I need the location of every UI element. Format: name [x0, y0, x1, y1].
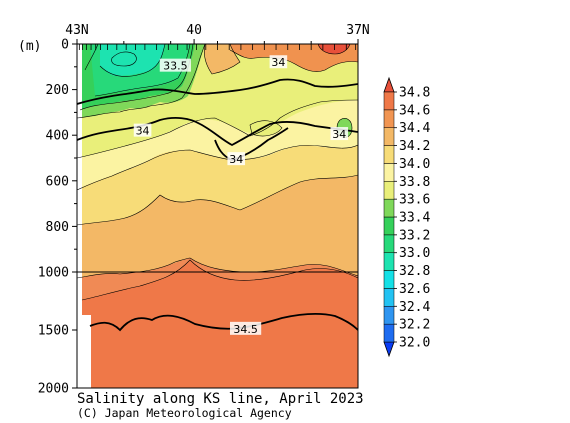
chart-title: Salinity along KS line, April 2023	[77, 391, 364, 407]
colorbar-swatch	[383, 288, 395, 307]
colorbar-swatch	[383, 216, 395, 236]
x-axis: 43N 40 37N	[65, 23, 370, 44]
colorbar-swatch	[383, 198, 395, 218]
x-tick-label: 43N	[65, 23, 88, 38]
colorbar-swatch	[383, 163, 395, 182]
colorbar-label: 34.6	[399, 103, 430, 118]
colorbar-swatch	[383, 181, 395, 200]
contour-label: 34.5	[233, 323, 258, 336]
colorbar-label: 34.0	[399, 157, 430, 172]
band-33-0	[100, 44, 165, 76]
colorbar-swatch	[383, 306, 395, 325]
colorbar-label: 32.2	[399, 318, 430, 333]
contour-label-bg	[269, 55, 288, 69]
y-tick-label: 1000	[38, 266, 69, 281]
contour-label: 34	[332, 128, 346, 141]
contour-label-bg	[227, 152, 246, 166]
contour-label: 34	[229, 153, 243, 166]
colorbar-label: 33.6	[399, 193, 430, 208]
contour-thin	[84, 44, 99, 71]
colorbar-swatch	[383, 145, 395, 164]
y-tick-label: 800	[46, 220, 69, 235]
colorbar-swatch	[383, 109, 395, 128]
contour-thin	[111, 51, 137, 67]
colorbar: 32.0 32.2 32.4 32.6 32.8 33.0 33.2 33.4 33.6 33.8…	[383, 76, 430, 358]
y-tick-label: 200	[46, 83, 69, 98]
colorbar-label: 33.8	[399, 175, 430, 190]
credit-text: (C) Japan Meteorological Agency	[77, 406, 292, 420]
band-deep-34-6	[82, 260, 358, 388]
contour-34-0	[77, 117, 358, 147]
y-tick-label: 1500	[38, 324, 69, 339]
colorbar-swatch	[383, 323, 395, 343]
contour-thin	[77, 257, 358, 279]
y-tick-label: 2000	[38, 382, 69, 397]
contour-thin	[229, 49, 358, 72]
colorbar-label: 32.0	[399, 336, 430, 351]
contour-label-bg	[159, 58, 191, 72]
band-33-8-lens	[250, 120, 282, 136]
colorbar-swatch	[383, 234, 395, 253]
colorbar-label: 32.8	[399, 264, 430, 279]
y-axis-unit-label: (m)	[18, 39, 41, 54]
band-34-4-surface	[204, 44, 240, 74]
y-tick-label: 600	[46, 174, 69, 189]
contour-thin	[203, 44, 241, 75]
colorbar-label: 33.4	[399, 211, 430, 226]
contour-labels: 33.5 34 34 34 34 34.5	[133, 55, 349, 336]
contour-thin	[81, 259, 358, 301]
contour-34-5	[89, 312, 358, 332]
band-34-8-surface	[318, 44, 350, 54]
colorbar-label: 32.6	[399, 282, 430, 297]
colorbar-swatch	[383, 127, 395, 146]
colorbar-top-arrow	[383, 76, 395, 93]
colorbar-label: 33.0	[399, 246, 430, 261]
y-axis: 0 200 400 600 800 1000 1500 2000	[38, 38, 77, 397]
contour-lines	[77, 44, 358, 332]
salinity-field	[77, 44, 358, 388]
x-tick-label: 40	[186, 23, 202, 38]
contour-label-bg	[133, 123, 152, 137]
colorbar-label: 32.4	[399, 300, 430, 315]
contour-thin	[317, 44, 351, 55]
station-ticks	[78, 44, 357, 50]
contour-label: 33.5	[163, 60, 188, 73]
colorbar-label: 34.8	[399, 86, 430, 101]
colorbar-swatch	[383, 252, 395, 271]
contour-label: 34	[136, 125, 150, 138]
contour-thin	[77, 174, 358, 226]
contour-thin	[249, 120, 283, 137]
colorbar-label: 34.4	[399, 121, 430, 136]
x-tick-label: 37N	[346, 23, 369, 38]
contour-thin	[77, 44, 206, 119]
contour-label-bg	[330, 127, 349, 141]
colorbar-label: 33.2	[399, 228, 430, 243]
contour-label-bg	[230, 321, 262, 335]
contour-label: 34	[271, 56, 285, 69]
colorbar-swatch	[383, 91, 395, 111]
colorbar-bottom-arrow	[383, 341, 395, 358]
y-tick-label: 0	[61, 38, 69, 53]
contour-thin	[99, 44, 166, 77]
contour-thin	[77, 99, 358, 159]
contour-34-0	[77, 78, 358, 105]
missing-data-wedge	[77, 44, 82, 388]
colorbar-label: 34.2	[399, 139, 430, 154]
contour-thin	[77, 144, 358, 191]
y-tick-label: 400	[46, 129, 69, 144]
contour-34-0	[214, 127, 289, 161]
colorbar-swatch	[383, 270, 395, 289]
